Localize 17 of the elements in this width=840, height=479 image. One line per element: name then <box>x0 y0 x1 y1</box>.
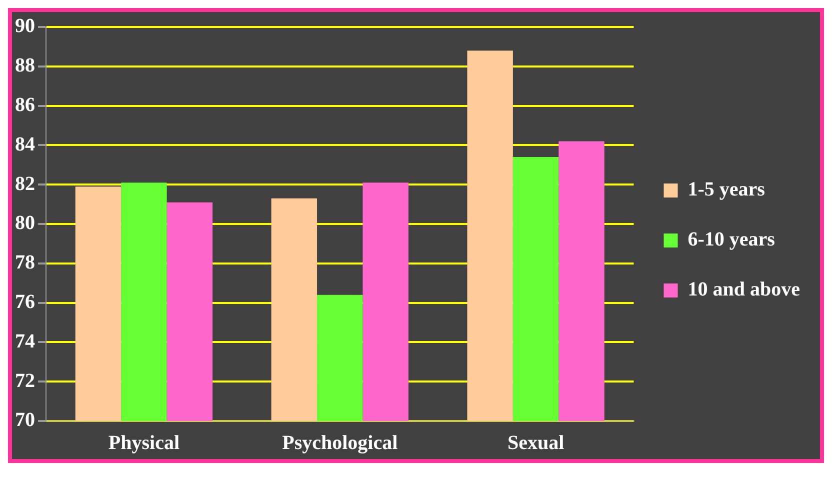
legend-label: 6-10 years <box>688 228 776 251</box>
y-tick-label: 84 <box>15 133 35 156</box>
legend-label: 10 and above <box>688 278 800 301</box>
y-tick-label: 76 <box>15 290 35 313</box>
y-tick-label: 80 <box>15 212 35 234</box>
y-tick-label: 74 <box>15 330 35 352</box>
y-tick-label: 70 <box>15 409 35 432</box>
x-tick-label: Psychological <box>282 432 398 454</box>
y-tick-label: 86 <box>15 94 35 116</box>
y-tick-label: 82 <box>15 172 35 195</box>
x-tick-label: Physical <box>108 432 180 454</box>
legend-label: 1-5 years <box>688 178 766 201</box>
y-tick-label: 90 <box>15 15 35 38</box>
y-tick-label: 78 <box>15 252 35 274</box>
y-tick-label: 88 <box>15 54 35 77</box>
y-tick-label: 72 <box>15 370 35 392</box>
x-tick-label: Sexual <box>507 432 565 454</box>
